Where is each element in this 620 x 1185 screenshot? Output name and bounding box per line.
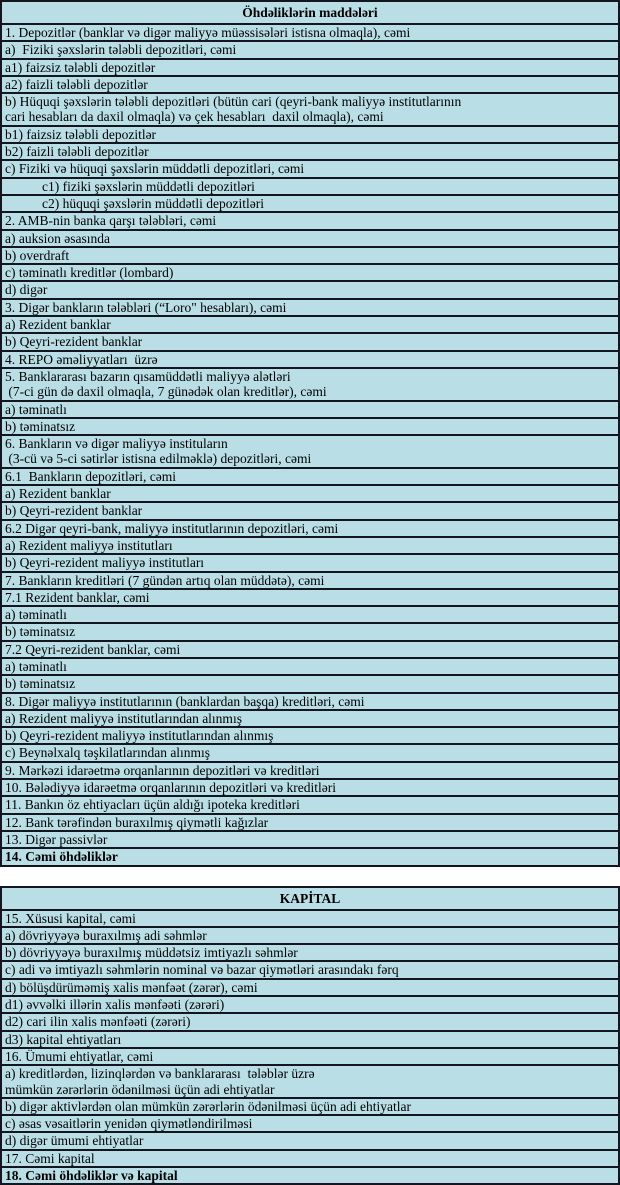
table-row: c) əsas vəsaitlərin yenidən qiymətləndir…: [2, 1114, 618, 1132]
table-row: b) təminatsız: [2, 674, 618, 692]
table-row: b2) faizli tələbli depozitlər: [2, 142, 618, 160]
table-row: a) dövriyyəyə buraxılmış adi səhmlər: [2, 925, 618, 944]
table-row: a1) faizsiz tələbli depozitlər: [2, 57, 618, 75]
table-capital: KAPİTAL 15. Xüsusi kapital, cəmi a) dövriy…: [0, 885, 620, 1185]
table-row: b) Qeyri-rezident banklar: [2, 332, 618, 350]
table-liabilities: Öhdəliklərin maddələri 1. Depozitlər (ban…: [0, 0, 620, 867]
table-row: b) Qeyri-rezident maliyyə institutlarınd…: [2, 726, 618, 744]
table-row: 11. Bankın öz ehtiyacları üçün aldığı ip…: [2, 795, 618, 813]
table-row: 2. AMB-nin banka qarşı tələbləri, cəmi: [2, 211, 618, 229]
table-row: d3) kapital ehtiyatları: [2, 1029, 618, 1047]
table-row: c1) fiziki şəxslərin müddətli depozitlər…: [2, 176, 618, 194]
table-row: d) digər: [2, 280, 618, 298]
table-row: c) təminatlı kreditlər (lombard): [2, 263, 618, 281]
table-row: d2) cari ilin xalis mənfəəti (zərəri): [2, 1012, 618, 1030]
table-row: b) təminatsız: [2, 416, 618, 435]
table-row: c) Fiziki və hüquqi şəxslərin müddətli d…: [2, 159, 618, 177]
table-row: c) Beynəlxalq təşkilatlarından alınmış: [2, 743, 618, 761]
table-row: b) təminatsız: [2, 622, 618, 640]
table-row: b) digər aktivlərdən olan mümkün zərərlə…: [2, 1096, 618, 1115]
table-row: a2) faizli tələbli depozitlər: [2, 74, 618, 93]
table-row: b) Qeyri-rezident banklar: [2, 501, 618, 519]
table-row: a) Rezident banklar: [2, 484, 618, 502]
table-row: 16. Ümumi ehtiyatlar, cəmi: [2, 1046, 618, 1065]
table-row: 6. Bankların və digər maliyyə institular…: [2, 434, 618, 467]
table-row: 7.1 Rezident banklar, cəmi: [2, 587, 618, 606]
table-row: 14. Cəmi öhdəliklər: [2, 847, 618, 865]
table-row: 7. Bankların kreditləri (7 gündən artıq …: [2, 570, 618, 588]
table-row: 3. Digər bankların tələbləri (“Loro" hes…: [2, 297, 618, 316]
table-row: c) adi və imtiyazlı səhmlərin nominal və…: [2, 960, 618, 978]
table-row: d1) əvvəlki illərin xalis mənfəəti (zərə…: [2, 995, 618, 1013]
table-row: 17. Cəmi kapital: [2, 1148, 618, 1166]
table-row: 15. Xüsusi kapital, cəmi: [2, 908, 618, 926]
table-row: 9. Mərkəzi idarəetmə orqanlarının depozi…: [2, 760, 618, 779]
table-row: 12. Bank tərəfindən buraxılmış qiymətli …: [2, 812, 618, 830]
table-row: a) Rezident maliyyə institutlarından alı…: [2, 708, 618, 727]
table-row: 10. Bələdiyyə idarəetmə orqanlarının dep…: [2, 778, 618, 796]
table-row: 5. Banklararası bazarın qısamüddətli mal…: [2, 366, 618, 400]
table-row: 7.2 Qeyri-rezident banklar, cəmi: [2, 639, 618, 657]
table-row: 13. Digər passivlər: [2, 829, 618, 848]
table-row: a) Rezident maliyyə institutları: [2, 535, 618, 554]
table-row: 4. REPO əməliyyatları üzrə: [2, 349, 618, 367]
table-row: a) təminatlı: [2, 656, 618, 675]
capital-table-title: KAPİTAL: [2, 887, 618, 909]
table-row: 6.1 Bankların depozitləri, cəmi: [2, 466, 618, 485]
table-row: b) Qeyri-rezident maliyyə institutları: [2, 553, 618, 571]
table-row: 18. Cəmi öhdəliklər və kapital: [2, 1166, 618, 1184]
table-row: a) auksion əsasında: [2, 228, 618, 246]
table-row: a) təminatlı: [2, 605, 618, 623]
table-row: b) dövriyyəyə buraxılmış müddətsiz imtiy…: [2, 943, 618, 961]
table-row: b) Hüquqi şəxslərin tələbli depozitləri …: [2, 92, 618, 125]
table-row: a) təminatlı: [2, 399, 618, 417]
table-row: c2) hüquqi şəxslərin müddətli depozitlər…: [2, 193, 618, 212]
table-row: 8. Digər maliyyə institutlarının (bankla…: [2, 691, 618, 709]
table-row: a) Rezident banklar: [2, 315, 618, 333]
liabilities-table-title: Öhdəliklərin maddələri: [2, 2, 618, 23]
table-row: b) overdraft: [2, 245, 618, 264]
table-row: a) Fiziki şəxslərin tələbli depozitləri,…: [2, 40, 618, 58]
table-row: 6.2 Digər qeyri-bank, maliyyə institutla…: [2, 518, 618, 536]
table-row: d) bölüşdürüməmiş xalis mənfəət (zərər),…: [2, 977, 618, 996]
table-row: b1) faizsiz tələbli depozitlər: [2, 124, 618, 143]
table-row: d) digər ümumi ehtiyatlar: [2, 1131, 618, 1149]
table-row: a) kreditlərdən, lizinqlərdən və banklar…: [2, 1064, 618, 1097]
table-row: 1. Depozitlər (banklar və digər maliyyə …: [2, 23, 618, 41]
